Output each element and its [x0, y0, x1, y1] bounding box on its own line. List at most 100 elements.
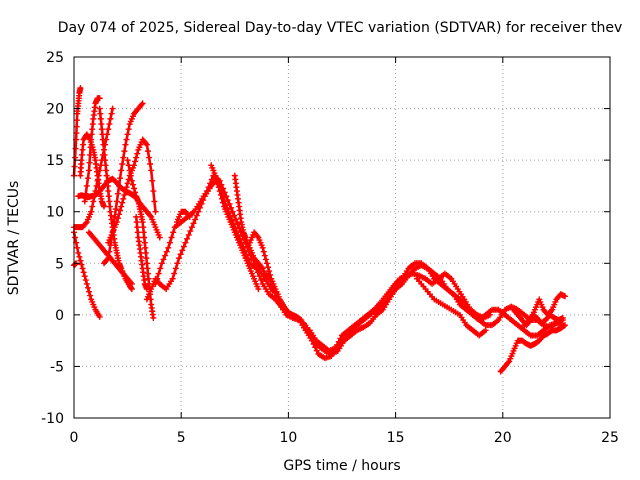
data-point: [141, 235, 147, 241]
data-point: [150, 315, 156, 321]
y-tick-label: 25: [46, 50, 64, 66]
data-point: [170, 229, 176, 235]
data-point: [134, 224, 140, 230]
grid: [74, 57, 610, 418]
data-point: [261, 249, 267, 255]
data-point: [151, 198, 157, 204]
y-axis-label: SDTVAR / TECUs: [6, 181, 22, 296]
x-tick-label: 5: [177, 430, 186, 446]
chart-title: Day 074 of 2025, Sidereal Day-to-day VTE…: [58, 20, 622, 36]
x-tick-label: 20: [494, 430, 512, 446]
data-point: [114, 198, 120, 204]
data-point: [118, 167, 124, 173]
data-point: [74, 245, 80, 251]
data-point: [82, 273, 88, 279]
data-point: [174, 260, 180, 266]
data-point: [86, 289, 92, 295]
data-point: [99, 131, 105, 137]
data-point: [131, 186, 137, 192]
data-point: [105, 188, 111, 194]
data-point: [97, 106, 103, 112]
data-point: [97, 111, 103, 117]
data-point: [79, 262, 85, 268]
data-point: [98, 121, 104, 127]
data-point: [140, 224, 146, 230]
data-point: [120, 196, 126, 202]
data-point: [149, 178, 155, 184]
data-point: [87, 160, 93, 166]
data-point: [171, 271, 177, 277]
data-point: [84, 281, 90, 287]
data-point: [263, 256, 269, 262]
data-point: [106, 193, 112, 199]
data-point: [134, 219, 140, 225]
data-point: [135, 229, 141, 235]
data-point: [105, 126, 111, 132]
data-point: [101, 147, 107, 153]
data-point: [134, 151, 140, 157]
data-point: [173, 265, 179, 271]
data-point: [125, 131, 131, 137]
data-point: [264, 260, 270, 266]
data-point: [86, 167, 92, 173]
y-tick-label: 0: [55, 308, 64, 324]
data-series: [71, 85, 568, 375]
data-point: [106, 121, 112, 127]
data-point: [152, 209, 158, 215]
x-tick-label: 25: [601, 430, 619, 446]
data-point: [80, 265, 86, 271]
data-point: [110, 106, 116, 112]
y-tick-label: 15: [46, 153, 64, 169]
data-point: [72, 235, 78, 241]
data-point: [126, 126, 132, 132]
data-point: [119, 161, 125, 167]
y-tick-labels: -10 -5 0 5 10 15 20 25: [41, 50, 64, 427]
data-point: [130, 182, 136, 188]
data-point: [124, 137, 130, 143]
series-arc-14: [144, 178, 292, 315]
data-point: [77, 85, 83, 91]
data-point: [84, 183, 90, 189]
x-tick-label: 10: [279, 430, 297, 446]
x-tick-label: 15: [387, 430, 405, 446]
data-point: [265, 264, 271, 270]
series-arc-11: [105, 137, 158, 246]
data-point: [103, 162, 109, 168]
y-tick-label: -5: [50, 359, 64, 375]
data-point: [74, 117, 80, 123]
y-tick-label: -10: [41, 411, 64, 427]
data-point: [98, 116, 104, 122]
data-point: [85, 175, 91, 181]
data-point: [87, 293, 93, 299]
data-point: [107, 204, 113, 210]
data-point: [72, 164, 78, 170]
x-tick-label: 0: [70, 430, 79, 446]
data-point: [89, 204, 95, 210]
data-point: [83, 277, 89, 283]
data-point: [80, 147, 86, 153]
x-axis-label: GPS time / hours: [283, 458, 400, 474]
data-point: [99, 126, 105, 132]
data-point: [81, 269, 87, 275]
data-point: [74, 124, 80, 130]
x-tick-labels: 0 5 10 15 20 25: [70, 430, 619, 446]
data-point: [121, 148, 127, 154]
data-point: [132, 158, 138, 164]
data-point: [79, 152, 85, 158]
data-point: [150, 188, 156, 194]
data-point: [122, 142, 128, 148]
data-point: [109, 111, 115, 117]
data-point: [262, 253, 268, 259]
data-point: [89, 126, 95, 132]
y-tick-label: 10: [46, 205, 64, 221]
data-point: [119, 200, 125, 206]
data-point: [117, 175, 123, 181]
data-point: [103, 167, 109, 173]
data-point: [90, 198, 96, 204]
data-point: [142, 245, 148, 251]
data-point: [147, 161, 153, 167]
data-point: [106, 198, 112, 204]
series-arc-23: [414, 276, 489, 339]
data-point: [80, 142, 86, 148]
data-point: [167, 240, 173, 246]
